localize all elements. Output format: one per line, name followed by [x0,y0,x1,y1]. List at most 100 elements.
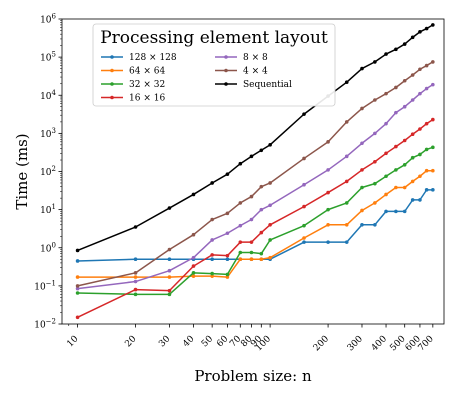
series-5-point-12 [344,120,349,124]
series-0-point-12 [344,240,349,244]
series-4-point-20 [424,86,429,91]
series-3-point-18 [410,132,415,137]
series-3-point-20 [424,121,429,126]
series-1-point-2 [167,275,172,279]
series-0-point-17 [402,209,407,214]
series-6-point-16 [394,47,398,52]
series-5-point-14 [373,98,377,102]
series-4-point-17 [402,104,407,109]
series-3-point-17 [402,138,407,143]
series-1-point-19 [418,174,422,179]
series-1-point-10 [302,236,306,240]
series-3-point-1 [133,287,138,292]
series-6-point-9 [268,143,272,147]
series-5-point-10 [302,156,306,161]
series-0-point-10 [302,240,306,244]
series-1-point-5 [225,275,230,279]
series-0-point-1 [133,257,138,262]
series-2-point-3 [191,271,196,275]
legend-label-3: 16 × 16 [129,94,165,104]
series-5-point-13 [360,106,364,111]
series-1-point-11 [326,223,330,227]
series-5-point-2 [167,247,172,252]
series-4-point-14 [373,131,377,136]
series-2-point-16 [394,168,398,172]
y-tick-label-2: 100 [40,241,56,254]
y-tick-label-3: 101 [40,203,56,216]
series-0-point-4 [210,257,214,262]
series-3-point-14 [373,159,377,164]
series-2-point-6 [238,250,243,255]
series-6-point-2 [167,206,172,210]
series-layer [75,23,435,320]
series-4-point-12 [344,154,349,159]
legend-label-5: 4 × 4 [243,67,268,77]
series-4-point-9 [268,203,272,208]
series-0-point-20 [424,188,429,192]
series-3-point-7 [249,240,254,244]
series-2-point-2 [167,292,172,297]
series-1-point-3 [191,274,196,278]
series-2-point-9 [268,238,272,242]
series-2-point-13 [360,185,364,190]
series-5-point-19 [418,67,422,72]
y-tick-label-1: 10−1 [34,279,56,292]
series-3-point-19 [418,127,422,131]
series-5-point-1 [133,271,138,275]
legend: Processing element layout 128 × 128 64 × 6… [92,23,336,107]
series-2-point-21 [431,145,435,150]
series-2-point-18 [410,155,415,160]
series-0-point-19 [418,198,422,202]
series-3-point-2 [167,288,172,293]
series-5-point-11 [326,140,330,144]
legend-label-6: Sequential [243,80,292,90]
series-1-point-18 [410,179,415,184]
series-6-point-15 [384,52,388,56]
series-1-point-20 [424,168,429,173]
series-4-point-21 [431,82,435,87]
legend-marker-2 [110,82,114,86]
series-0-point-11 [326,240,330,244]
series-2-point-12 [344,201,349,205]
series-4-point-10 [302,182,306,187]
series-1-point-16 [394,185,398,190]
series-2-point-10 [302,223,306,228]
series-1-point-1 [133,275,138,279]
series-line-4 [77,83,434,290]
series-4-point-2 [167,268,172,273]
series-0-point-21 [431,188,435,192]
series-3-point-0 [75,315,80,320]
series-4-point-1 [133,279,138,284]
series-3-point-16 [394,144,398,149]
series-6-point-14 [373,60,377,64]
legend-marker-5 [224,68,228,73]
legend-label-1: 64 × 64 [129,67,165,77]
series-3-point-8 [259,230,264,235]
series-2-point-14 [373,181,377,186]
series-1-point-12 [344,223,349,227]
y-tick-label-8: 106 [40,13,56,26]
series-2-point-5 [225,272,230,277]
series-4-point-15 [384,121,388,126]
series-4-point-4 [210,238,214,242]
series-2-point-8 [259,251,264,256]
series-3-point-4 [210,253,214,257]
series-1-point-6 [238,257,243,262]
legend-label-0: 128 × 128 [129,53,177,63]
series-1-point-7 [249,257,254,262]
series-3-point-5 [225,253,230,258]
series-1-point-0 [75,275,80,279]
series-5-point-16 [394,85,398,90]
y-axis-label: Time (ms) [13,133,31,209]
legend-title: Processing element layout [100,28,328,48]
series-4-point-11 [326,168,330,172]
series-6-point-17 [402,42,407,46]
series-1-point-15 [384,192,388,197]
series-line-2 [77,146,434,296]
series-1-point-17 [402,185,407,190]
series-6-point-21 [431,23,435,27]
series-5-point-9 [268,181,272,185]
series-2-point-20 [424,147,429,152]
series-0-point-15 [384,209,388,214]
series-0-point-13 [360,223,364,227]
